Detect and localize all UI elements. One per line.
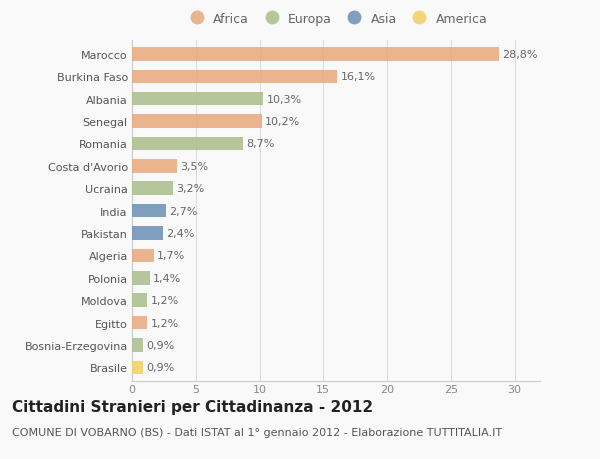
Text: 1,2%: 1,2% (151, 318, 179, 328)
Bar (132, 70, 337, 84)
Bar (132, 182, 173, 196)
Bar (132, 48, 499, 62)
Text: 28,8%: 28,8% (502, 50, 538, 60)
Text: COMUNE DI VOBARNO (BS) - Dati ISTAT al 1° gennaio 2012 - Elaborazione TUTTITALIA: COMUNE DI VOBARNO (BS) - Dati ISTAT al 1… (12, 427, 502, 437)
Bar (132, 271, 150, 285)
Bar (132, 93, 263, 106)
Bar (132, 339, 143, 352)
Bar (132, 227, 163, 240)
Bar (132, 137, 243, 151)
Text: 10,2%: 10,2% (265, 117, 301, 127)
Bar (132, 316, 148, 330)
Text: 8,7%: 8,7% (246, 139, 274, 149)
Text: 0,9%: 0,9% (146, 363, 175, 373)
Legend: Africa, Europa, Asia, America: Africa, Europa, Asia, America (182, 10, 490, 28)
Bar (132, 204, 166, 218)
Text: Cittadini Stranieri per Cittadinanza - 2012: Cittadini Stranieri per Cittadinanza - 2… (12, 399, 373, 414)
Text: 3,5%: 3,5% (180, 162, 208, 172)
Text: 16,1%: 16,1% (340, 72, 376, 82)
Bar (132, 294, 148, 307)
Text: 0,9%: 0,9% (146, 340, 175, 350)
Text: 1,4%: 1,4% (153, 273, 181, 283)
Bar (132, 160, 176, 173)
Text: 2,4%: 2,4% (166, 229, 194, 239)
Text: 1,2%: 1,2% (151, 296, 179, 306)
Text: 1,7%: 1,7% (157, 251, 185, 261)
Bar (132, 115, 262, 129)
Text: 3,2%: 3,2% (176, 184, 204, 194)
Text: 2,7%: 2,7% (170, 206, 198, 216)
Bar (132, 361, 143, 374)
Bar (132, 249, 154, 263)
Text: 10,3%: 10,3% (266, 95, 302, 104)
